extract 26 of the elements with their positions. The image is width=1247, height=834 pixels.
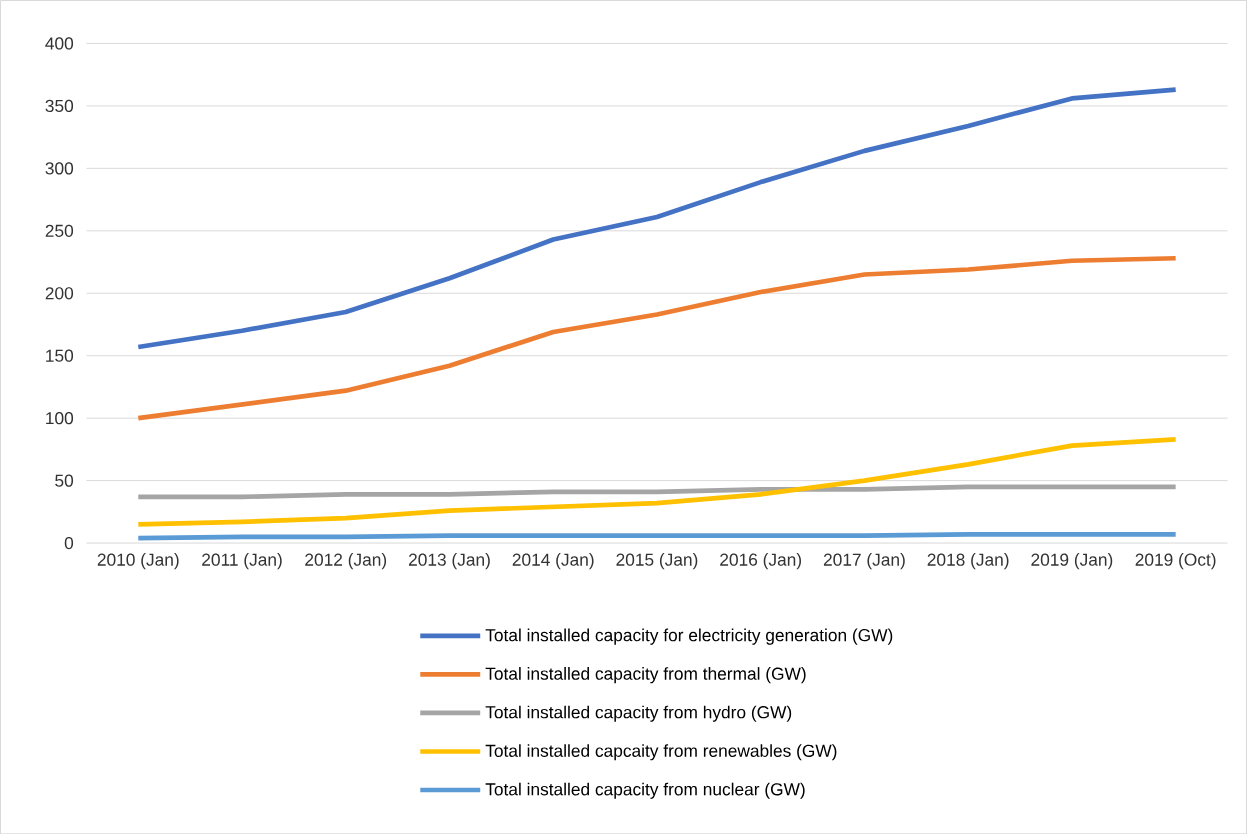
x-tick-label: 2017 (Jan) [823, 552, 905, 570]
x-tick-label: 2015 (Jan) [616, 552, 698, 570]
x-tick-label: 2016 (Jan) [720, 552, 802, 570]
legend-label: Total installed capacity from nuclear (GW) [485, 782, 805, 799]
legend-label: Total installed capacity from thermal (GW) [485, 666, 806, 684]
x-tick-label: 2019 (Oct) [1135, 552, 1216, 570]
legend-label: Total installed capacity from hydro (GW) [485, 705, 792, 722]
y-tick-label: 0 [64, 536, 74, 550]
y-tick-label: 150 [46, 349, 74, 362]
x-tick-label: 2018 (Jan) [927, 552, 1009, 570]
y-tick-label: 300 [45, 162, 74, 175]
y-tick-label: 100 [46, 411, 74, 425]
x-tick-label: 2012 (Jan) [305, 552, 387, 570]
x-tick-label: 2019 (Jan) [1031, 552, 1113, 570]
y-tick-label: 350 [45, 99, 74, 112]
line-series [135, 87, 1178, 350]
y-tick-label: 250 [45, 224, 74, 237]
y-tick-label: 50 [55, 474, 74, 487]
x-tick-label: 2011 (Jan) [202, 552, 282, 570]
legend-label: Total installed capacity for electricity generation (GW) [485, 628, 893, 645]
x-tick-label: 2014 (Jan) [512, 552, 594, 570]
legend-label: Total installed capcaity from renewables (GW) [485, 744, 837, 761]
x-tick-label: 2013 (Jan) [408, 552, 490, 570]
y-tick-label: 400 [45, 37, 74, 50]
x-tick-label: 2010 (Jan) [97, 552, 179, 570]
y-tick-label: 200 [45, 286, 74, 300]
